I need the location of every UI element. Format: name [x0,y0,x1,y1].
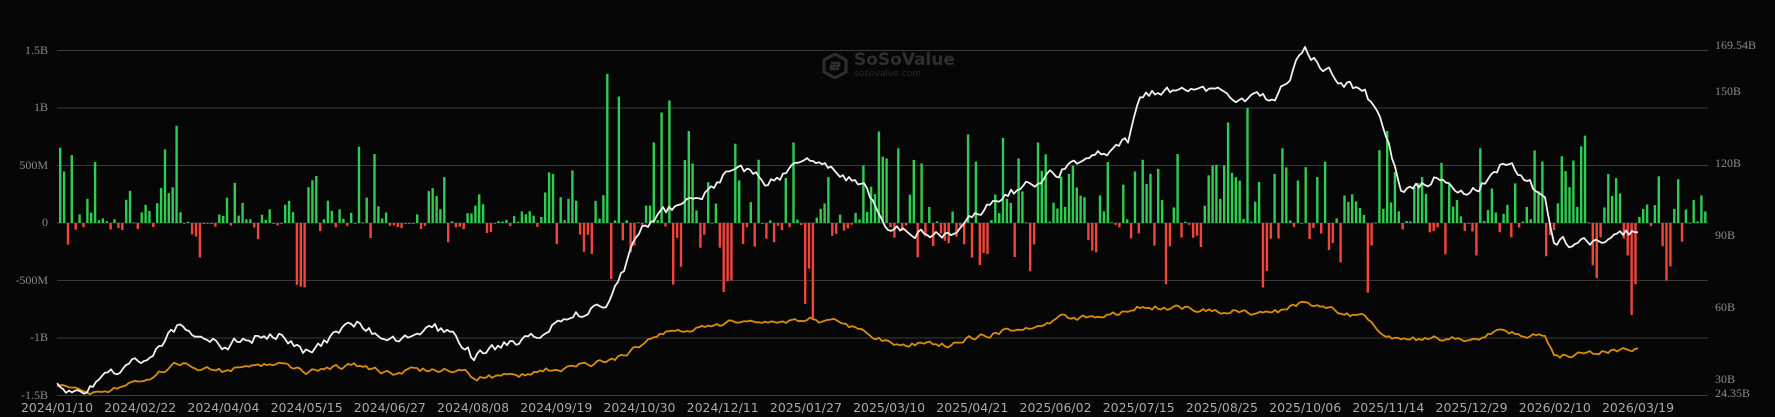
x-axis-label: 2024/01/10 [20,400,94,415]
right-axis-label: 90B [1715,228,1736,243]
x-axis-label: 2024/02/22 [104,400,177,415]
x-axis-label: 2024/06/27 [353,400,426,415]
x-axis-label: 2025/06/02 [1019,400,1092,415]
left-axis-label: 1.5B [24,42,48,57]
x-axis-label: 2025/10/06 [1269,400,1342,415]
watermark-title: SoSoValue [854,50,956,70]
left-axis-label: -500M [15,272,48,287]
right-axis-label: 30B [1715,372,1736,387]
left-axis-label: -1B [30,330,48,344]
watermark: SoSoValue sosovalue.com [822,52,955,79]
x-axis-label: 2025/03/10 [853,400,926,415]
x-axis-label: 2024/05/15 [270,400,343,415]
x-axis-label: 2024/08/08 [437,400,510,415]
sosovalue-logo-icon [822,52,848,79]
x-axis-label: 2024/10/30 [603,400,676,415]
right-axis-label: 120B [1715,156,1742,171]
right-axis-label: 24.35B [1715,386,1751,400]
right-axis-label: 169.54B [1715,37,1757,52]
left-axis-label: -1.5B [21,387,48,402]
x-axis-label: 2024/09/19 [520,400,593,415]
x-axis-label: 2026/03/19 [1601,400,1675,415]
x-axis-label: 2025/04/21 [936,400,1009,415]
x-axis-label: 2025/12/29 [1435,400,1508,415]
x-axis-label: 2024/04/04 [187,400,260,415]
left-axis-label: 0 [42,215,48,229]
left-axis-label: 1B [33,100,48,114]
total-net-assets-line [56,46,1639,395]
x-axis-label: 2025/01/27 [769,400,842,415]
daily-net-inflow-bars [59,73,1707,320]
right-axis-label: 60B [1715,300,1736,315]
x-axis-label: 2025/07/15 [1102,400,1175,415]
right-axis-label: 150B [1715,84,1742,99]
watermark-subtitle: sosovalue.com [854,69,922,79]
cumulative-inflow-line [56,300,1639,396]
x-axis-label: 2025/08/25 [1185,400,1258,415]
left-axis-label: 500M [19,157,48,172]
x-axis-label: 2025/11/14 [1352,400,1425,415]
x-axis-label: 2026/02/10 [1518,400,1591,415]
x-axis-label: 2024/12/11 [686,400,759,415]
